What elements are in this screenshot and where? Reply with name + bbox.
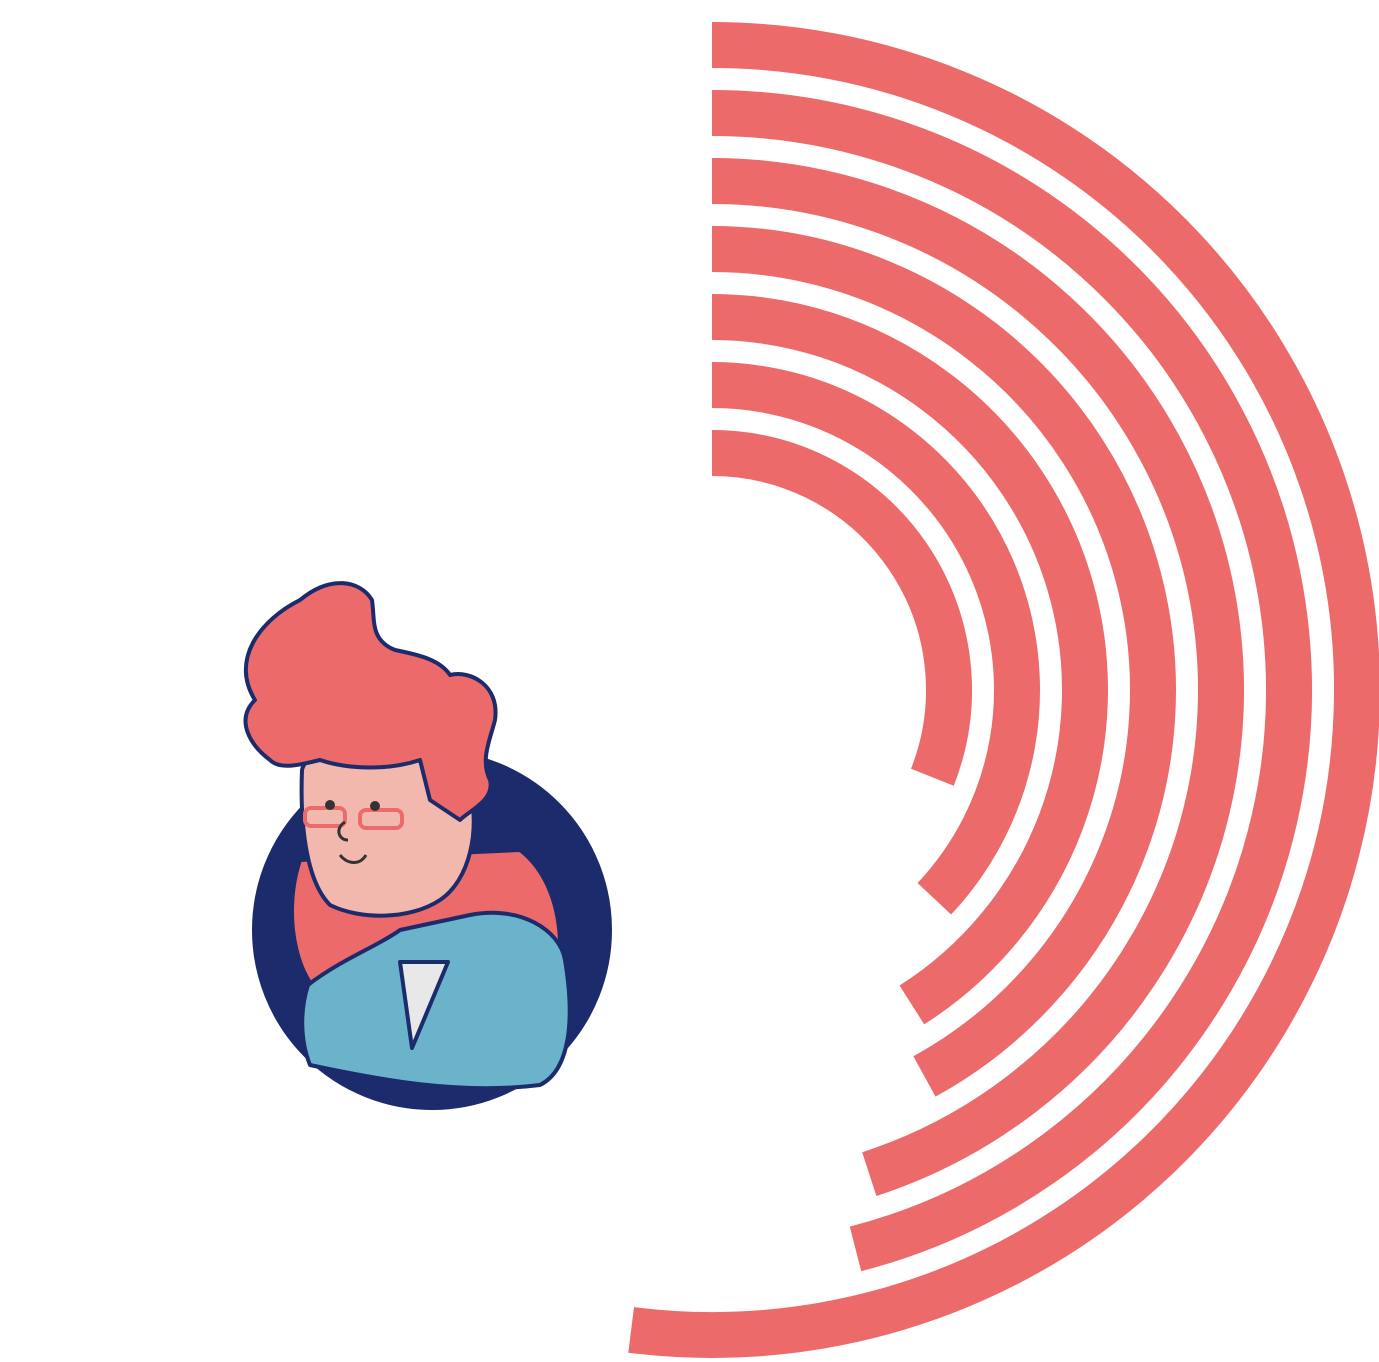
- eye-left: [325, 800, 335, 810]
- radial-bar: [711, 294, 1108, 1025]
- avatar-illustration: [243, 581, 612, 1110]
- radial-bar: [711, 430, 972, 786]
- mouth: [338, 853, 368, 864]
- radial-bar: [711, 362, 1040, 915]
- nose: [337, 820, 349, 842]
- collar: [398, 960, 450, 1050]
- radial-bar: [711, 158, 1244, 1196]
- hair-top: [243, 581, 498, 822]
- radial-bar: [628, 22, 1379, 1358]
- radial-bars: [628, 22, 1379, 1358]
- radial-bar: [711, 226, 1176, 1097]
- eye-right: [370, 801, 380, 811]
- shirt: [300, 910, 572, 1091]
- radial-bar: [711, 90, 1312, 1272]
- glasses: [303, 806, 404, 830]
